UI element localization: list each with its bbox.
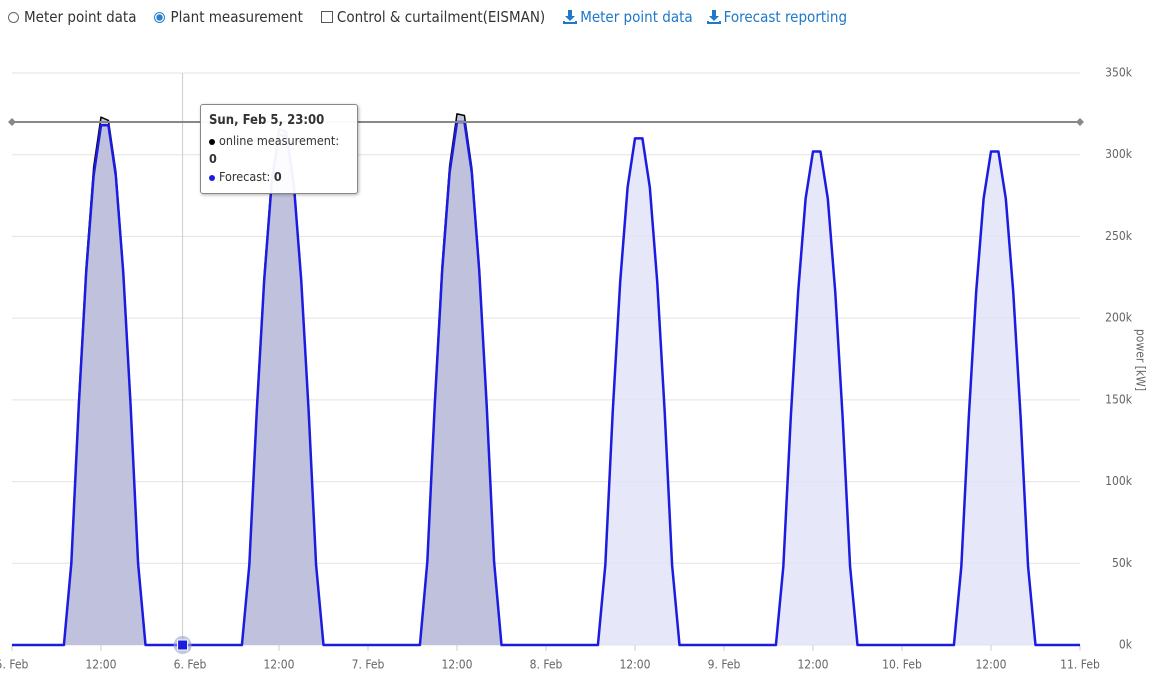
radio-option[interactable]: Plant measurement xyxy=(154,8,303,26)
download-icon xyxy=(706,10,721,24)
checkbox-label[interactable]: Control & curtailment(EISMAN) xyxy=(336,8,546,26)
x-tick-label: 12:00 xyxy=(975,658,1006,672)
y-tick-label: 50k xyxy=(1112,556,1133,570)
checkbox[interactable] xyxy=(320,11,333,23)
x-tick-label: 9. Feb xyxy=(708,658,741,672)
hover-marker xyxy=(177,639,189,651)
x-tick-label: 6. Feb xyxy=(174,658,207,672)
link-label[interactable]: Forecast reporting xyxy=(723,8,848,26)
tooltip-title: Sun, Feb 5, 23:00 xyxy=(209,113,325,128)
option-label[interactable]: Meter point data xyxy=(24,8,137,26)
radio[interactable] xyxy=(154,11,166,23)
x-tick-label: 12:00 xyxy=(263,658,294,672)
tooltip-dot xyxy=(209,138,215,145)
y-tick-label: 350k xyxy=(1105,66,1133,80)
tooltip-value: 0 xyxy=(273,169,282,184)
checkbox-option[interactable]: Control & curtailment(EISMAN) xyxy=(320,8,546,26)
link-label[interactable]: Meter point data xyxy=(580,8,693,26)
plot-line-end xyxy=(8,118,16,127)
x-tick-label: 12:00 xyxy=(85,658,116,672)
x-tick-label: 11. Feb xyxy=(1060,658,1100,672)
y-axis-title: power [kW] xyxy=(1134,329,1148,391)
tooltip-series: Forecast xyxy=(219,169,274,184)
tooltip-row: Forecast0 xyxy=(209,168,349,186)
option-label[interactable]: Plant measurement xyxy=(170,8,303,26)
plot-line-end xyxy=(1076,118,1084,127)
x-tick-label: 5. Feb xyxy=(0,658,29,672)
y-tick-label: 200k xyxy=(1105,311,1133,325)
area-fill xyxy=(12,113,598,646)
tooltip-series: online measurement xyxy=(219,133,339,148)
y-tick-label: 150k xyxy=(1105,392,1133,406)
tooltip-value: 0 xyxy=(209,151,217,166)
x-tick-label: 7. Feb xyxy=(352,658,385,672)
y-tick-label: 300k xyxy=(1105,147,1133,161)
x-tick-label: 12:00 xyxy=(619,658,650,672)
toolbar: Meter point data Plant measurement Contr… xyxy=(8,8,861,26)
area-fill xyxy=(12,122,1080,646)
download-link[interactable]: Meter point data xyxy=(563,8,693,26)
download-link[interactable]: Forecast reporting xyxy=(706,8,848,26)
y-tick-label: 100k xyxy=(1105,474,1133,488)
y-tick-label: 250k xyxy=(1105,229,1133,243)
x-tick-label: 12:00 xyxy=(441,658,472,672)
tooltip-row: online measurement0 xyxy=(209,132,349,168)
tooltip: Sun, Feb 5, 23:00 online measurement0 Fo… xyxy=(200,104,358,194)
tooltip-dot xyxy=(209,174,215,181)
series-line xyxy=(12,120,1080,647)
radio[interactable] xyxy=(8,11,19,23)
download-icon xyxy=(563,10,578,24)
x-tick-label: 10. Feb xyxy=(882,658,922,672)
x-tick-label: 8. Feb xyxy=(530,658,563,672)
x-tick-label: 12:00 xyxy=(797,658,828,672)
y-tick-label: 0k xyxy=(1119,638,1133,652)
radio-option[interactable]: Meter point data xyxy=(8,8,136,26)
